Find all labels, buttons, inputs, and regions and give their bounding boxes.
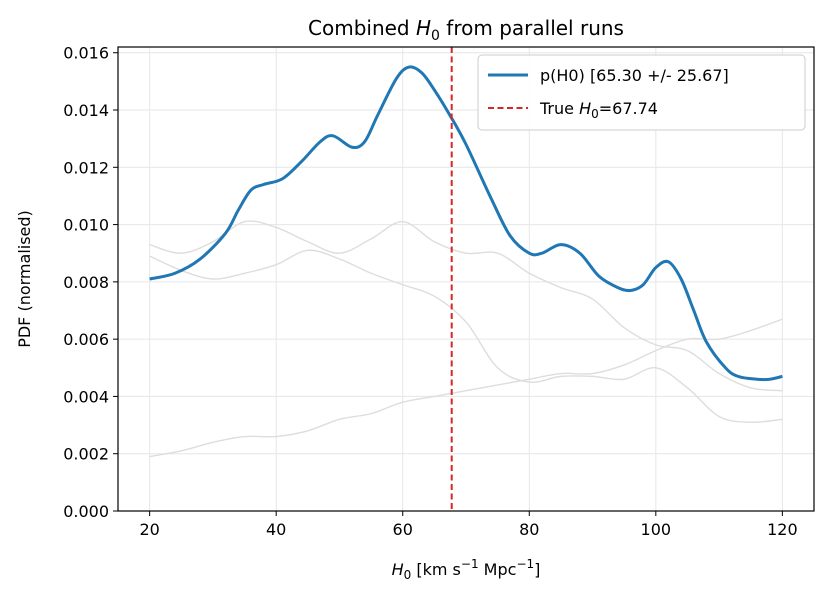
legend-true-sub: 0 xyxy=(591,107,599,121)
run-curve-2 xyxy=(149,249,783,423)
y-tick-label: 0.006 xyxy=(63,330,109,349)
y-tick-label: 0.014 xyxy=(63,101,109,120)
xlabel-post: ] xyxy=(534,560,540,579)
legend-true-pre: True xyxy=(539,99,579,118)
x-tick-label: 20 xyxy=(139,520,159,539)
xlabel-var: H xyxy=(392,560,404,579)
xlabel-sub: 0 xyxy=(404,568,412,582)
run-curves xyxy=(149,220,783,458)
legend-box xyxy=(477,54,806,131)
combined-curve xyxy=(149,65,783,382)
x-tick-label: 60 xyxy=(393,520,413,539)
x-axis-label: H0 [km s−1 Mpc−1] xyxy=(392,557,541,582)
x-tick-label: 100 xyxy=(641,520,672,539)
y-tick-label: 0.012 xyxy=(63,158,109,177)
xlabel-sup1: −1 xyxy=(461,557,479,571)
title-pre: Combined xyxy=(308,16,416,40)
legend-true-var: H xyxy=(579,99,591,118)
legend-label-true-h0: True H0=67.74 xyxy=(539,99,658,121)
run-curve-1 xyxy=(149,220,783,392)
y-tick-label: 0.008 xyxy=(63,273,109,292)
run-curve-3 xyxy=(149,318,783,458)
legend-true-post: =67.74 xyxy=(599,99,658,118)
title-var: H xyxy=(416,16,431,40)
chart-title: Combined H0 from parallel runs xyxy=(308,16,624,44)
plot-frame xyxy=(117,46,815,512)
legend: p(H0) [65.30 +/- 25.67] True H0=67.74 xyxy=(477,54,806,131)
y-axis-label: PDF (normalised) xyxy=(15,210,34,348)
xlabel-unit: [km s xyxy=(411,560,461,579)
xlabel-mid: Mpc xyxy=(479,560,517,579)
y-tick-label: 0.002 xyxy=(63,445,109,464)
combined-curve-layer xyxy=(149,65,783,382)
y-tick-label: 0.016 xyxy=(63,44,109,63)
xlabel-sup2: −1 xyxy=(516,557,534,571)
y-tick-label: 0.004 xyxy=(63,387,109,406)
y-tick-label: 0.010 xyxy=(63,216,109,235)
title-sub: 0 xyxy=(431,28,440,44)
x-axis-ticks: 20 40 60 80 100 120 xyxy=(139,511,798,539)
title-post: from parallel runs xyxy=(440,16,624,40)
x-tick-label: 80 xyxy=(519,520,539,539)
y-axis-ticks: 0.000 0.002 0.004 0.006 0.008 0.010 0.012 0.014… xyxy=(63,44,118,521)
x-tick-label: 120 xyxy=(767,520,798,539)
legend-label-combined: p(H0) [65.30 +/- 25.67] xyxy=(540,66,729,85)
y-tick-label: 0.000 xyxy=(63,502,109,521)
x-tick-label: 40 xyxy=(266,520,286,539)
